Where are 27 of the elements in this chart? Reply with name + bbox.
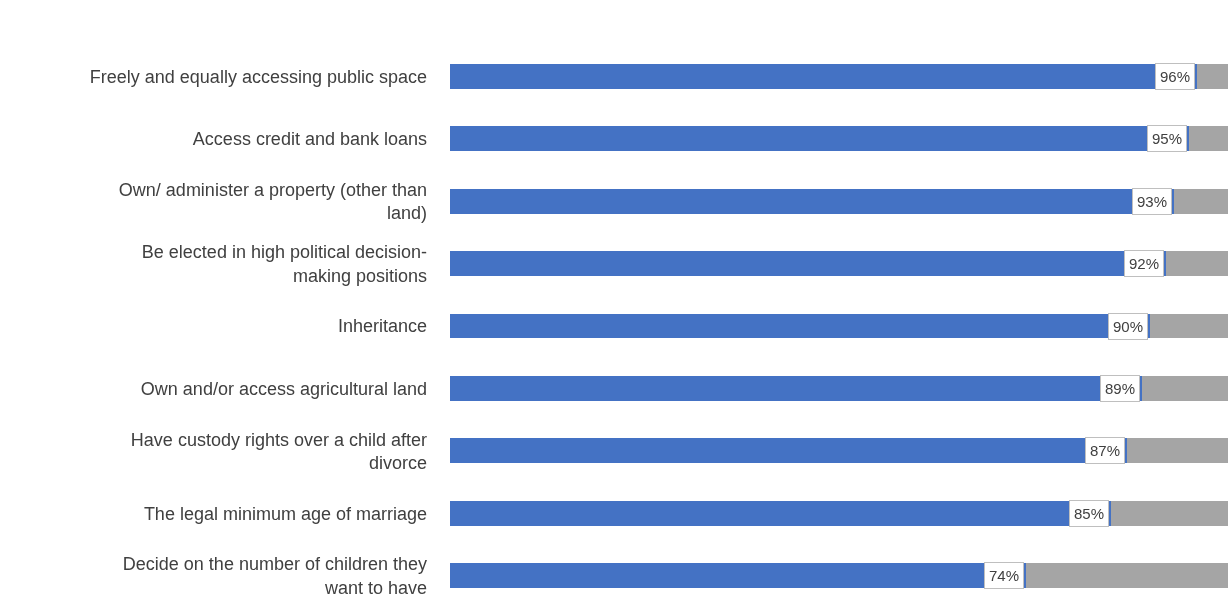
data-label: 95% [1152,130,1183,147]
y-tick-label: Have custody rights over a child after divorce [130,429,427,473]
data-label: 90% [1113,318,1144,335]
y-tick-label: Own and/or access agricultural land [140,378,427,399]
bar [450,375,1143,401]
data-label: 93% [1137,193,1168,210]
data-label: 74% [989,567,1020,584]
bar [450,500,1112,526]
y-tick-label: Access credit and bank loans [192,128,427,149]
y-tick-label: Freely and equally accessing public space [89,66,427,87]
bar [450,188,1174,214]
data-label: 96% [1160,68,1191,85]
y-tick-label: Own/ administer a property (other than land) [118,179,427,224]
y-tick-label: The legal minimum age of marriage [143,503,427,524]
bar [450,251,1166,277]
y-tick-label: Inheritance [337,316,427,337]
bar [450,126,1190,152]
y-tick-label: Be elected in high political decision-making positions [141,242,427,286]
data-label: 87% [1090,442,1121,459]
bar [450,438,1127,464]
bar [450,63,1197,89]
data-label: 89% [1105,380,1136,397]
data-label: 85% [1074,505,1105,522]
bar [450,563,1026,589]
bar [450,313,1151,339]
y-tick-label: Decide on the number of children they want to have [122,554,427,598]
data-label: 92% [1129,255,1160,272]
